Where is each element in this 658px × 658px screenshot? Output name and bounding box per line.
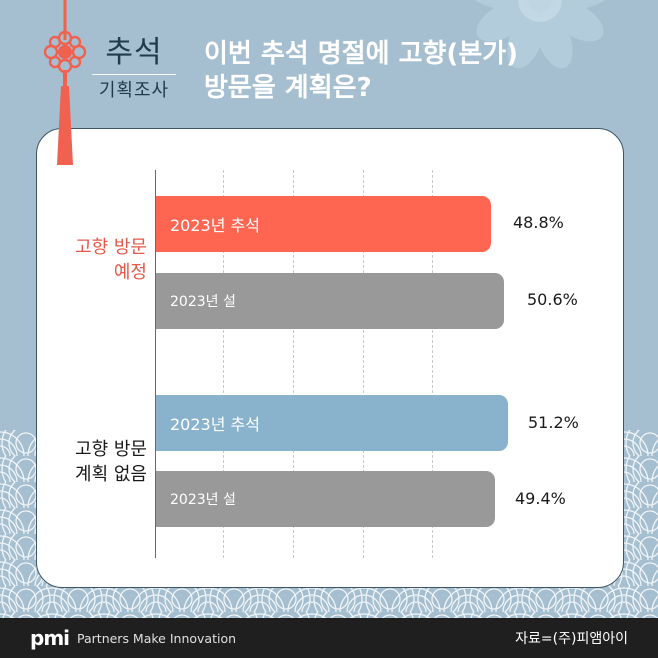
- gridline: [293, 170, 294, 558]
- bar-label: 2023년 설: [170, 294, 236, 310]
- bar-seol-no-visit: 2023년 설: [156, 471, 495, 527]
- flower-decoration-icon: [470, 0, 610, 69]
- bar-value: 50.6%: [527, 290, 578, 309]
- group-label-no-visit: 고향 방문 계획 없음: [47, 437, 147, 487]
- bar-value: 49.4%: [515, 489, 566, 508]
- gridline: [432, 170, 433, 558]
- footer-bar: pmi Partners Make Innovation 자료=(주)피앰아이: [0, 618, 658, 658]
- title-line-2: 방문을 계획은?: [204, 73, 372, 103]
- bar-value: 48.8%: [513, 213, 564, 232]
- bar-label: 2023년 추석: [170, 216, 260, 235]
- gridline: [363, 170, 364, 558]
- y-axis-line: [155, 170, 156, 558]
- group-label-visit-planned: 고향 방문 예정: [47, 235, 147, 285]
- brand-subtitle: 기획조사: [98, 80, 170, 101]
- group-label-line: 계획 없음: [75, 464, 147, 485]
- title-line-1: 이번 추석 명절에 고향(본가): [204, 39, 519, 69]
- gridline: [223, 170, 224, 558]
- bar-chuseok-no-visit: 2023년 추석: [156, 395, 508, 451]
- brand-divider: [92, 74, 176, 75]
- bar-label: 2023년 설: [170, 492, 236, 508]
- page-title: 이번 추석 명절에 고향(본가) 방문을 계획은?: [204, 37, 518, 105]
- bar-label: 2023년 추석: [170, 415, 260, 434]
- knot-tassel-icon: [43, 0, 87, 165]
- group-label-line: 예정: [113, 262, 147, 283]
- bar-value: 51.2%: [528, 413, 579, 432]
- bar-chuseok-visit: 2023년 추석: [156, 196, 491, 252]
- group-label-line: 고향 방문: [75, 439, 147, 460]
- tagline: Partners Make Innovation: [77, 630, 237, 646]
- chart-card: 고향 방문 예정 고향 방문 계획 없음 2023년 추석 48.8% 2023…: [36, 128, 624, 588]
- pmi-logo-icon: pmi: [30, 626, 70, 650]
- bar-chart: 고향 방문 예정 고향 방문 계획 없음 2023년 추석 48.8% 2023…: [37, 129, 623, 587]
- brand-title: 추석: [105, 35, 163, 70]
- brand-block: 추석 기획조사: [92, 34, 176, 102]
- company-logo: pmi Partners Make Innovation: [30, 626, 236, 650]
- group-label-line: 고향 방문: [75, 237, 147, 258]
- bar-seol-visit: 2023년 설: [156, 273, 504, 329]
- source-credit: 자료=(주)피앰아이: [515, 631, 628, 647]
